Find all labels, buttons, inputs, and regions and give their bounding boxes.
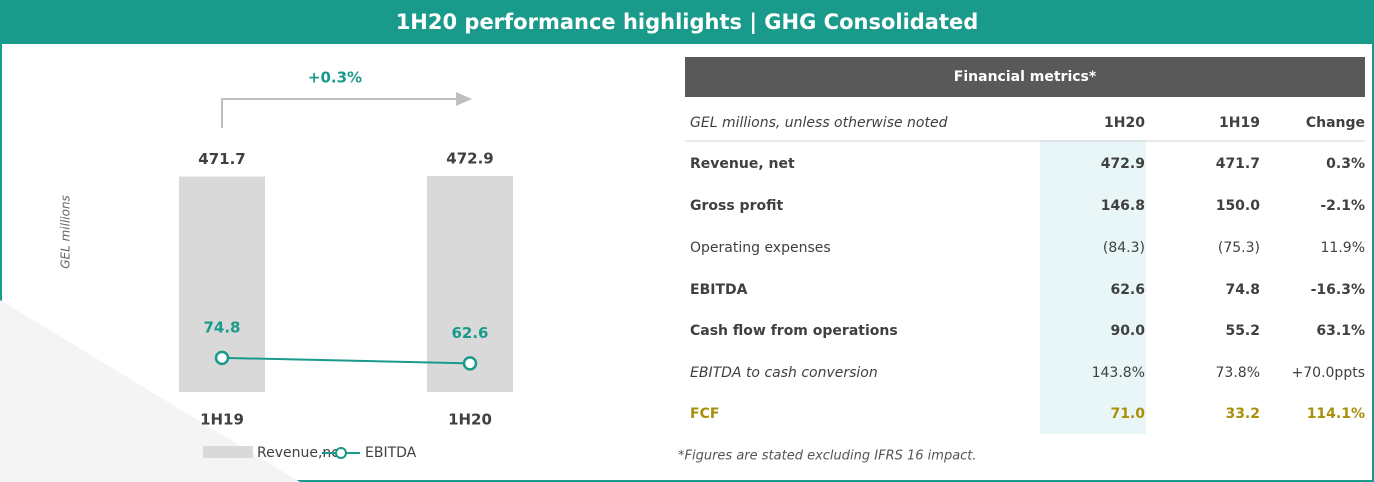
legend-label: EBITDA <box>365 445 417 461</box>
table-cell: 146.8 <box>1101 198 1145 214</box>
table-cell: 71.0 <box>1110 406 1145 422</box>
table-cell: 73.8% <box>1216 365 1260 381</box>
table-cell: 90.0 <box>1110 323 1145 339</box>
column-header: Change <box>1306 115 1365 131</box>
y-axis-label: GEL millions <box>59 195 73 269</box>
x-tick-label: 1H19 <box>200 411 244 429</box>
arrow-head <box>456 92 472 106</box>
table-cell: 143.8% <box>1092 365 1145 381</box>
line-label: 62.6 <box>451 324 488 342</box>
decor <box>0 300 300 482</box>
table-cell: 63.1% <box>1316 323 1365 339</box>
footnote: *Figures are stated excluding IFRS 16 im… <box>678 449 977 464</box>
table-cell: 11.9% <box>1321 240 1365 256</box>
legend-marker <box>335 447 347 459</box>
legend-label: Revenue,net <box>257 445 346 461</box>
x-tick-label: 1H20 <box>448 411 492 429</box>
column-header: 1H20 <box>1104 115 1145 131</box>
table-title-bar <box>685 57 1365 97</box>
table-cell: 74.8 <box>1225 282 1260 298</box>
change-arrow <box>221 98 458 128</box>
header-bar <box>0 0 1374 44</box>
table-cell: (84.3) <box>1103 240 1145 256</box>
table-cell: -16.3% <box>1311 282 1365 298</box>
legend-swatch <box>203 446 253 458</box>
row-label: Cash flow from operations <box>690 323 898 339</box>
column-highlight <box>1040 140 1146 434</box>
row-label: EBITDA <box>690 282 748 298</box>
table-cell: 471.7 <box>1216 156 1260 172</box>
row-label: FCF <box>690 406 719 422</box>
table-cell: (75.3) <box>1218 240 1260 256</box>
line-label: 74.8 <box>203 318 240 336</box>
row-label: Gross profit <box>690 198 783 214</box>
line <box>221 356 471 365</box>
title: 1H20 performance highlights | GHG Consol… <box>396 10 979 35</box>
row-label: Revenue, net <box>690 156 795 172</box>
table-cell: 114.1% <box>1307 406 1365 422</box>
table-cell: 0.3% <box>1326 156 1365 172</box>
table-cell: 62.6 <box>1110 282 1145 298</box>
table-title: Financial metrics* <box>954 69 1097 85</box>
table-cell: +70.0ppts <box>1292 365 1365 381</box>
column-header: 1H19 <box>1219 115 1260 131</box>
table-cell: 55.2 <box>1225 323 1260 339</box>
annotation: +0.3% <box>308 69 362 87</box>
line-point <box>214 350 230 366</box>
row-label: EBITDA to cash conversion <box>690 365 878 381</box>
bar-label: 472.9 <box>446 150 493 168</box>
line-point <box>462 356 478 371</box>
table-cell: 33.2 <box>1225 406 1260 422</box>
table-cell: -2.1% <box>1320 198 1365 214</box>
bar-label: 471.7 <box>198 150 245 168</box>
table-cell: 472.9 <box>1101 156 1145 172</box>
row-label: Operating expenses <box>690 240 831 256</box>
table-cell: 150.0 <box>1216 198 1261 214</box>
column-header: GEL millions, unless otherwise noted <box>690 115 948 131</box>
bar <box>427 176 513 392</box>
